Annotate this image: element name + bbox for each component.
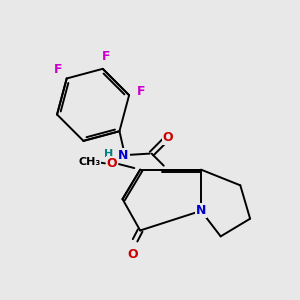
Text: O: O [128, 248, 138, 260]
Text: O: O [106, 157, 117, 170]
Text: H: H [104, 148, 113, 159]
Text: F: F [137, 85, 146, 98]
Text: N: N [118, 149, 129, 162]
Text: O: O [163, 130, 173, 144]
Text: CH₃: CH₃ [78, 157, 100, 167]
Text: N: N [196, 204, 206, 218]
Text: F: F [102, 50, 110, 63]
Text: F: F [54, 63, 62, 76]
